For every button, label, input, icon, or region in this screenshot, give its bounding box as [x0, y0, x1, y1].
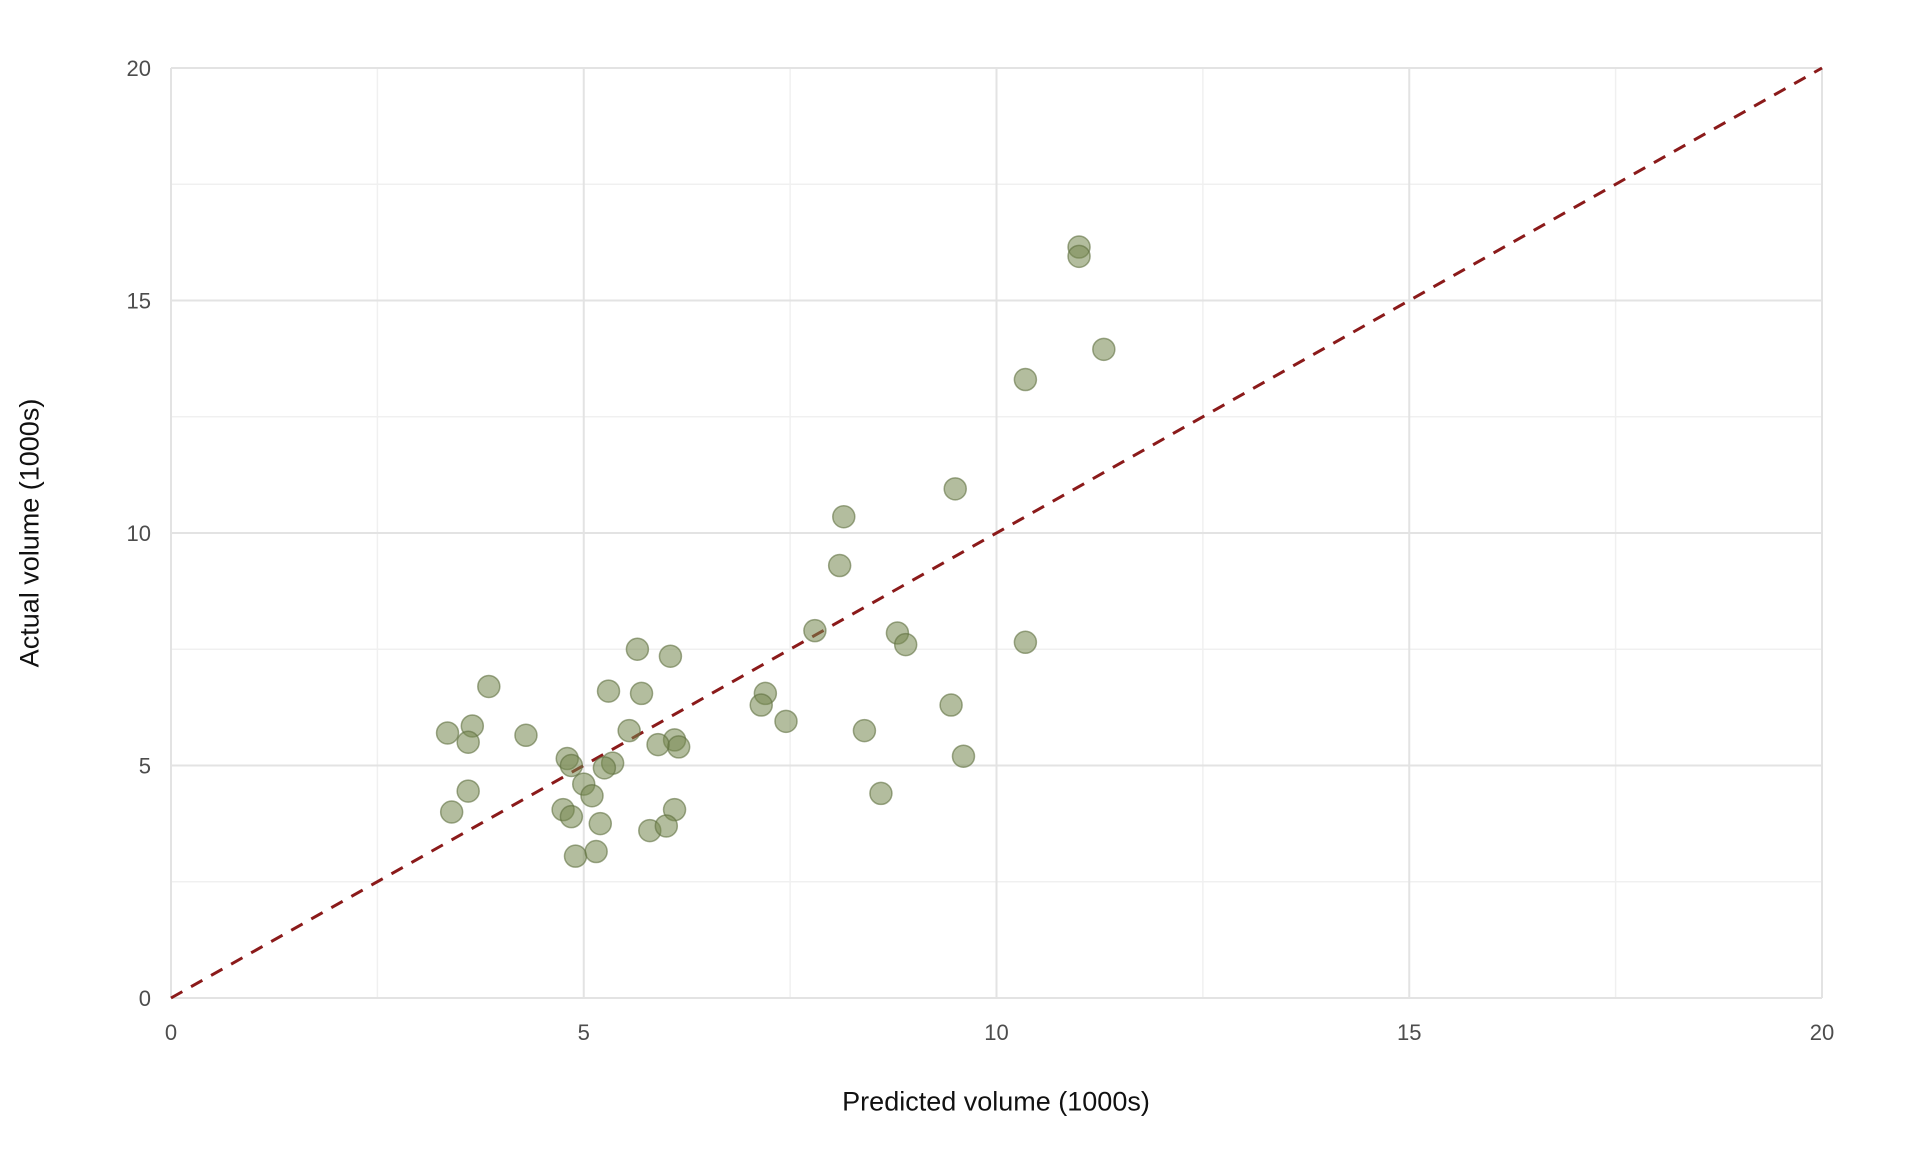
y-tick-label: 10 — [127, 521, 151, 546]
scatter-point — [439, 800, 464, 824]
scatter-point — [774, 709, 798, 734]
x-tick-label: 20 — [1810, 1020, 1834, 1045]
scatter-point — [563, 844, 588, 868]
scatter-point — [559, 753, 584, 778]
scatter-point — [629, 681, 654, 706]
x-tick-label: 15 — [1397, 1020, 1421, 1045]
x-tick-label: 10 — [984, 1020, 1008, 1045]
identity-reference-line — [170, 66, 1823, 1000]
scatter-point — [617, 718, 641, 743]
y-tick-label: 15 — [127, 289, 151, 314]
scatter-point — [803, 618, 827, 643]
y-tick-label: 5 — [139, 754, 151, 779]
scatter-point — [943, 477, 967, 501]
scatter-point — [893, 632, 918, 657]
scatter-point — [951, 744, 976, 768]
x-tick-label: 0 — [165, 1020, 177, 1045]
scatter-point — [666, 735, 691, 759]
y-axis-title: Actual volume (1000s) — [14, 398, 45, 668]
scatter-point — [584, 839, 608, 864]
scatter-point — [580, 783, 604, 808]
scatter-point — [596, 679, 621, 703]
scatter-point — [1067, 244, 1091, 269]
scatter-point — [852, 718, 877, 743]
scatter-point — [592, 756, 617, 780]
scatter-point — [456, 730, 480, 754]
scatter-point — [646, 732, 670, 757]
x-axis-title: Predicted volume (1000s) — [842, 1086, 1150, 1117]
scatter-point — [749, 693, 773, 717]
scatter-point — [625, 637, 650, 661]
scatter-point — [939, 693, 963, 717]
scatter-point — [559, 804, 584, 829]
scatter-point — [435, 721, 460, 745]
y-tick-label: 20 — [127, 56, 151, 81]
scatter-point — [456, 779, 480, 803]
x-tick-label: 5 — [578, 1020, 590, 1045]
scatter-point — [1092, 337, 1116, 362]
y-tick-label: 0 — [139, 986, 151, 1011]
scatter-point — [827, 553, 852, 578]
scatter-point — [654, 814, 679, 838]
scatter-point — [588, 811, 613, 836]
scatter-point — [514, 723, 538, 748]
scatter-point — [1013, 630, 1038, 655]
scatter-point — [832, 504, 856, 529]
scatter-point — [869, 781, 893, 806]
scatter-point — [1013, 367, 1038, 392]
scatter-point — [658, 644, 683, 668]
scatter-point — [477, 674, 501, 699]
